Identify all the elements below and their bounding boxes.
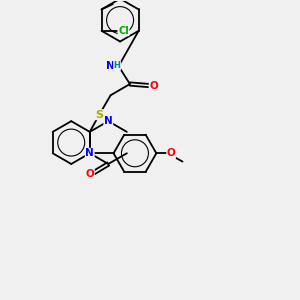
Text: N: N — [104, 116, 113, 126]
Text: O: O — [167, 148, 176, 158]
Text: O: O — [149, 80, 158, 91]
Text: Cl: Cl — [118, 26, 129, 36]
Text: H: H — [114, 61, 121, 70]
Text: N: N — [106, 61, 115, 71]
Text: N: N — [85, 148, 94, 158]
Text: O: O — [85, 169, 94, 179]
Text: S: S — [95, 110, 103, 120]
